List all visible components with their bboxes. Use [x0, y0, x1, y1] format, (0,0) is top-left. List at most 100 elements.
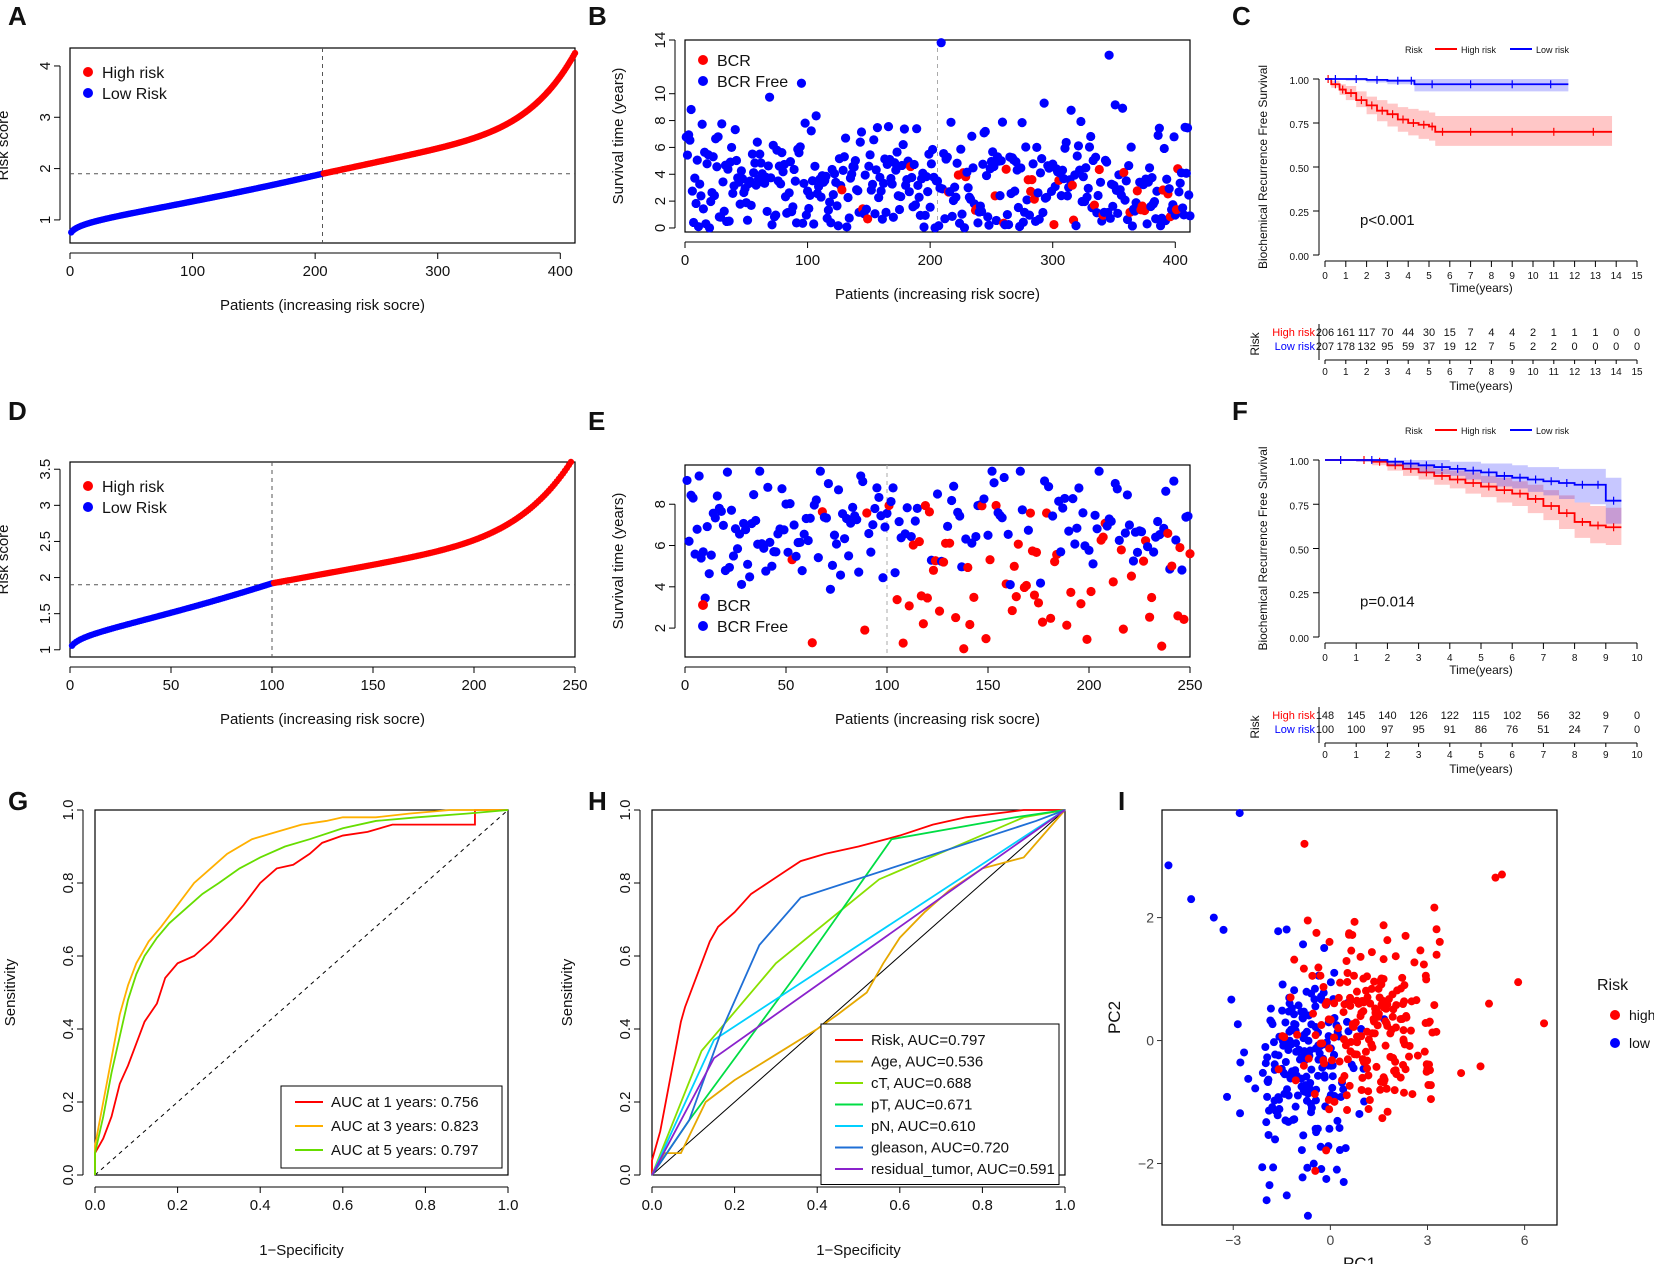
survival-point — [810, 161, 820, 171]
pca-point — [1269, 1163, 1278, 1172]
risk-table-count: 56 — [1537, 710, 1549, 722]
legend-label: High risk — [102, 65, 165, 82]
risk-table-count: 44 — [1402, 327, 1414, 339]
pca-point — [1286, 1038, 1295, 1047]
pca-point — [1317, 1165, 1326, 1174]
survival-point — [877, 214, 887, 224]
survival-point — [957, 209, 967, 219]
survival-point — [825, 584, 836, 594]
pca-point — [1326, 978, 1335, 987]
pca-point — [1316, 971, 1325, 980]
pca-point — [1309, 1009, 1318, 1018]
pca-point — [1227, 995, 1236, 1004]
survival-point — [1035, 578, 1046, 588]
survival-point — [947, 495, 957, 506]
risk-table-count: 0 — [1613, 327, 1619, 339]
survival-point — [778, 167, 788, 177]
survival-point — [805, 513, 815, 523]
pca-point — [1343, 968, 1352, 977]
pca-point — [1311, 1044, 1320, 1053]
risk-table-count: 12 — [1464, 341, 1476, 353]
survival-point — [1162, 174, 1172, 184]
x-axis-title: Patients (increasing risk socre) — [835, 711, 1040, 728]
survival-point — [732, 544, 743, 554]
pca-point — [1307, 1103, 1316, 1112]
pca-point — [1322, 1146, 1331, 1155]
pca-point — [1235, 809, 1244, 818]
survival-point — [692, 155, 702, 165]
pca-point — [1287, 1026, 1296, 1035]
survival-point — [967, 131, 977, 141]
survival-point — [1175, 178, 1185, 188]
x-tick-label: 0 — [681, 677, 689, 694]
survival-point — [779, 525, 789, 535]
pca-point — [1330, 1092, 1339, 1101]
x-tick-label: 3 — [1416, 653, 1422, 664]
pca-point — [1358, 1073, 1367, 1082]
survival-point — [1022, 195, 1032, 205]
risk-table-row-label: Low risk — [1275, 724, 1316, 736]
survival-point — [1121, 176, 1131, 186]
risk-table-count: 148 — [1316, 710, 1334, 722]
confidence-band — [1325, 460, 1622, 545]
pca-point — [1432, 950, 1441, 959]
pca-point — [1386, 1052, 1395, 1061]
survival-point — [747, 149, 758, 159]
pca-point — [1319, 1056, 1328, 1065]
survival-point — [906, 532, 916, 542]
survival-point — [981, 170, 992, 181]
pca-point — [1285, 1071, 1294, 1080]
survival-point — [1003, 219, 1014, 230]
risk-table-tick-label: 13 — [1590, 367, 1602, 378]
pca-point — [1307, 989, 1316, 998]
survival-point — [881, 207, 891, 217]
risk-table-count: 24 — [1568, 724, 1580, 736]
pca-point — [1311, 1002, 1320, 1011]
pca-point — [1412, 996, 1421, 1005]
pca-point — [1376, 1085, 1385, 1094]
panel-label-e: E — [588, 406, 605, 436]
pca-point — [1383, 1107, 1392, 1116]
survival-point — [682, 475, 692, 486]
pca-point — [1392, 1001, 1401, 1010]
x-tick-label: 4 — [1447, 653, 1453, 664]
risk-table-count: 102 — [1503, 710, 1521, 722]
pca-point — [1289, 1010, 1298, 1019]
survival-point — [1095, 177, 1106, 187]
survival-point — [997, 117, 1008, 127]
survival-point — [1094, 164, 1104, 175]
y-tick-label: 8 — [652, 500, 669, 508]
survival-point — [1147, 172, 1157, 183]
x-tick-label: 150 — [360, 677, 385, 694]
survival-point — [997, 513, 1007, 523]
pca-point — [1367, 984, 1376, 993]
pca-point — [1420, 1047, 1429, 1056]
survival-point — [1021, 580, 1031, 591]
pca-point — [1268, 1103, 1277, 1112]
panel-c-km-curve: 0 1 2 3 4 5 6 7 8 9 10 11 12 13 14 150.000.250.500.751.… — [1248, 45, 1643, 393]
y-axis-title: Biochemical Recurrence Free Survival — [1256, 65, 1270, 269]
risk-table-count: 1 — [1592, 327, 1598, 339]
pca-point — [1366, 999, 1375, 1008]
survival-point — [682, 150, 693, 160]
survival-point — [767, 561, 777, 571]
survival-point — [730, 125, 740, 135]
survival-point — [745, 572, 755, 582]
pca-point — [1419, 960, 1428, 969]
pca-point — [1263, 1092, 1272, 1101]
y-tick-label: 0.25 — [1290, 208, 1310, 219]
survival-point — [706, 550, 716, 560]
survival-point — [755, 466, 765, 476]
pca-point — [1311, 1096, 1320, 1105]
y-tick-label: −2 — [1138, 1156, 1154, 1172]
survival-point — [823, 478, 834, 489]
survival-point — [1117, 103, 1128, 113]
survival-point — [1083, 183, 1093, 193]
survival-point — [789, 520, 799, 530]
pca-point — [1349, 1064, 1358, 1073]
survival-point — [872, 483, 882, 493]
pca-point — [1325, 1124, 1334, 1133]
x-axis-title: Patients (increasing risk socre) — [220, 297, 425, 314]
risk-table-count: 7 — [1488, 341, 1494, 353]
pca-point — [1311, 1124, 1320, 1133]
